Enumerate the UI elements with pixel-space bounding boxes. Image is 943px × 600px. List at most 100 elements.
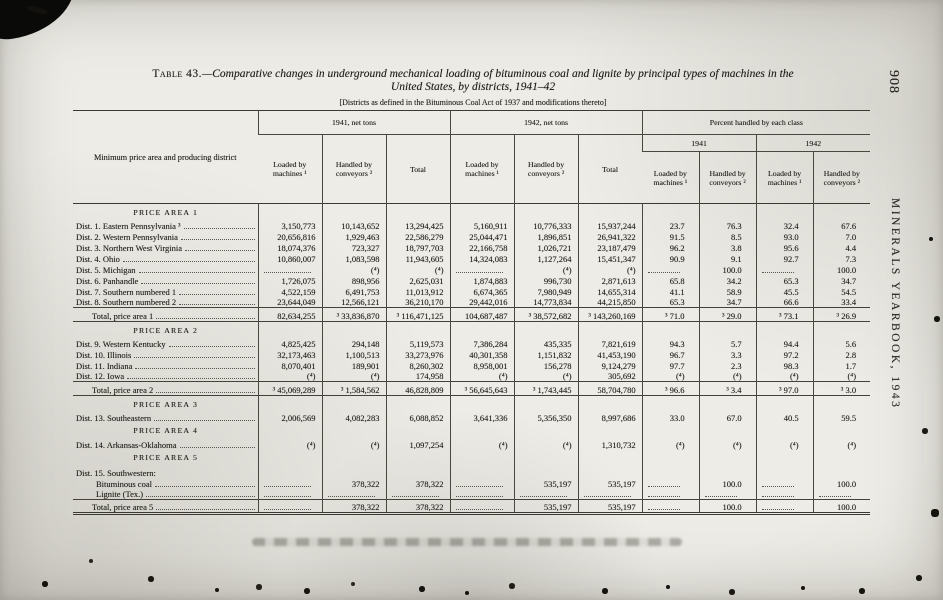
value-cell: 100.0: [812, 499, 871, 516]
value-cell: 723,327: [321, 241, 386, 253]
district-label: Dist. 13. Southeastern: [73, 412, 258, 423]
table-row: Dist. 5. Michigan (⁴) (⁴) (⁴) (⁴) 100.0 100.0: [73, 263, 871, 275]
value-cell: 96.7: [641, 348, 700, 360]
column-header-district: Minimum price area and producing distric…: [93, 152, 237, 162]
value-cell: 378,322: [321, 477, 386, 489]
table-row: Dist. 14. Arkansas-Oklahoma (⁴) (⁴) 1,097,2…: [73, 438, 871, 450]
value-cell: [755, 422, 814, 439]
value-cell: 25,044,471: [449, 230, 515, 242]
value-cell: 8.5: [698, 230, 757, 242]
value-cell: (⁴): [641, 438, 700, 450]
price-area-label: PRICE AREA 4: [133, 426, 199, 436]
value-cell: ³ 3.0: [812, 381, 871, 397]
value-cell: 29,442,016: [449, 296, 515, 308]
value-cell: 100.0: [812, 477, 871, 489]
district-label: Dist. 9. Western Kentucky: [73, 338, 258, 349]
value-cell: 65.8: [641, 274, 700, 286]
value-cell: 2.3: [698, 359, 757, 371]
value-cell: [755, 477, 814, 489]
value-cell: 5,356,350: [513, 411, 579, 423]
price-area-header-row: PRICE AREA 5: [73, 449, 871, 466]
value-cell: 34.7: [698, 296, 757, 308]
table-title-line1: —Comparative changes in underground mech…: [202, 68, 794, 80]
column-header-total-1941: Total: [385, 134, 451, 204]
value-cell: [321, 449, 386, 466]
value-cell: [513, 422, 579, 439]
value-cell: 8,997,686: [577, 411, 643, 423]
value-cell: [321, 422, 386, 439]
value-cell: 898,956: [321, 274, 386, 286]
value-cell: [257, 321, 322, 338]
value-cell: 23,187,479: [577, 241, 643, 253]
value-cell: 67.0: [698, 411, 757, 423]
value-cell: [449, 499, 515, 516]
value-cell: (⁴): [385, 263, 451, 275]
value-cell: 4.4: [812, 241, 871, 253]
value-cell: [641, 477, 700, 489]
value-cell: 7.3: [812, 252, 871, 264]
value-cell: [513, 321, 579, 338]
value-cell: (⁴): [321, 370, 386, 382]
column-header-percent-group: Percent handled by each class: [641, 110, 871, 136]
value-cell: (⁴): [812, 370, 871, 382]
value-cell: 1,310,732: [577, 438, 643, 450]
value-cell: 46,828,809: [385, 381, 451, 397]
value-cell: [385, 488, 451, 500]
value-cell: 7,980,949: [513, 285, 579, 297]
value-cell: 58.9: [698, 285, 757, 297]
value-cell: 3.3: [698, 348, 757, 360]
value-cell: [577, 395, 643, 412]
value-cell: 100.0: [698, 263, 757, 275]
column-header-1942-group: 1942, net tons: [449, 110, 643, 136]
value-cell: 7,386,284: [449, 337, 515, 349]
value-cell: 435,335: [513, 337, 579, 349]
table-row: Dist. 13. Southeastern 2,006,569 4,082,283…: [73, 411, 871, 423]
scan-corner-blob: [0, 0, 82, 44]
running-head: MINERALS YEARBOOK, 1943: [889, 198, 901, 410]
table-row: Total, price area 5 378,322 378,322 535,197…: [73, 499, 871, 516]
district-label: Bituminous coal: [73, 478, 258, 489]
column-header-pct-loaded-1942: Loaded by machines ¹: [755, 151, 814, 204]
value-cell: ³ 96.6: [641, 381, 700, 397]
value-cell: 10,776,333: [513, 219, 579, 231]
value-cell: 2,871,613: [577, 274, 643, 286]
value-cell: [577, 422, 643, 439]
value-cell: 5,160,911: [449, 219, 515, 231]
value-cell: 41,453,190: [577, 348, 643, 360]
value-cell: 2.8: [812, 348, 871, 360]
value-cell: ³ 143,260,169: [577, 307, 643, 323]
district-label: Dist. 4. Ohio: [73, 253, 258, 264]
price-area-header-row: PRICE AREA 2: [73, 321, 871, 338]
value-cell: [257, 449, 322, 466]
value-cell: 3.8: [698, 241, 757, 253]
district-label: Dist. 15. Southwestern:: [76, 467, 156, 478]
value-cell: [812, 449, 871, 466]
value-cell: [812, 321, 871, 338]
value-cell: 65.3: [755, 274, 814, 286]
district-label: Lignite (Tex.): [73, 489, 258, 500]
value-cell: (⁴): [449, 438, 515, 450]
value-cell: 65.3: [641, 296, 700, 308]
value-cell: 10,860,007: [257, 252, 322, 264]
value-cell: 996,730: [513, 274, 579, 286]
value-cell: 45.5: [755, 285, 814, 297]
value-cell: [641, 422, 700, 439]
value-cell: [698, 395, 757, 412]
value-cell: 10,143,652: [321, 219, 386, 231]
value-cell: ³ 45,069,289: [257, 381, 322, 397]
value-cell: [698, 449, 757, 466]
value-cell: 305,692: [577, 370, 643, 382]
value-cell: 1,896,851: [513, 230, 579, 242]
value-cell: 5.7: [698, 337, 757, 349]
scan-speckles: [0, 0, 2, 2]
value-cell: 32,173,463: [257, 348, 322, 360]
value-cell: (⁴): [755, 370, 814, 382]
district-label: Dist. 10. Illinois: [73, 349, 258, 360]
value-cell: (⁴): [513, 438, 579, 450]
value-cell: 1,151,832: [513, 348, 579, 360]
value-cell: 33,273,976: [385, 348, 451, 360]
value-cell: 174,958: [385, 370, 451, 382]
value-cell: 100.0: [698, 477, 757, 489]
table-number-label: Table 43.: [152, 68, 202, 80]
